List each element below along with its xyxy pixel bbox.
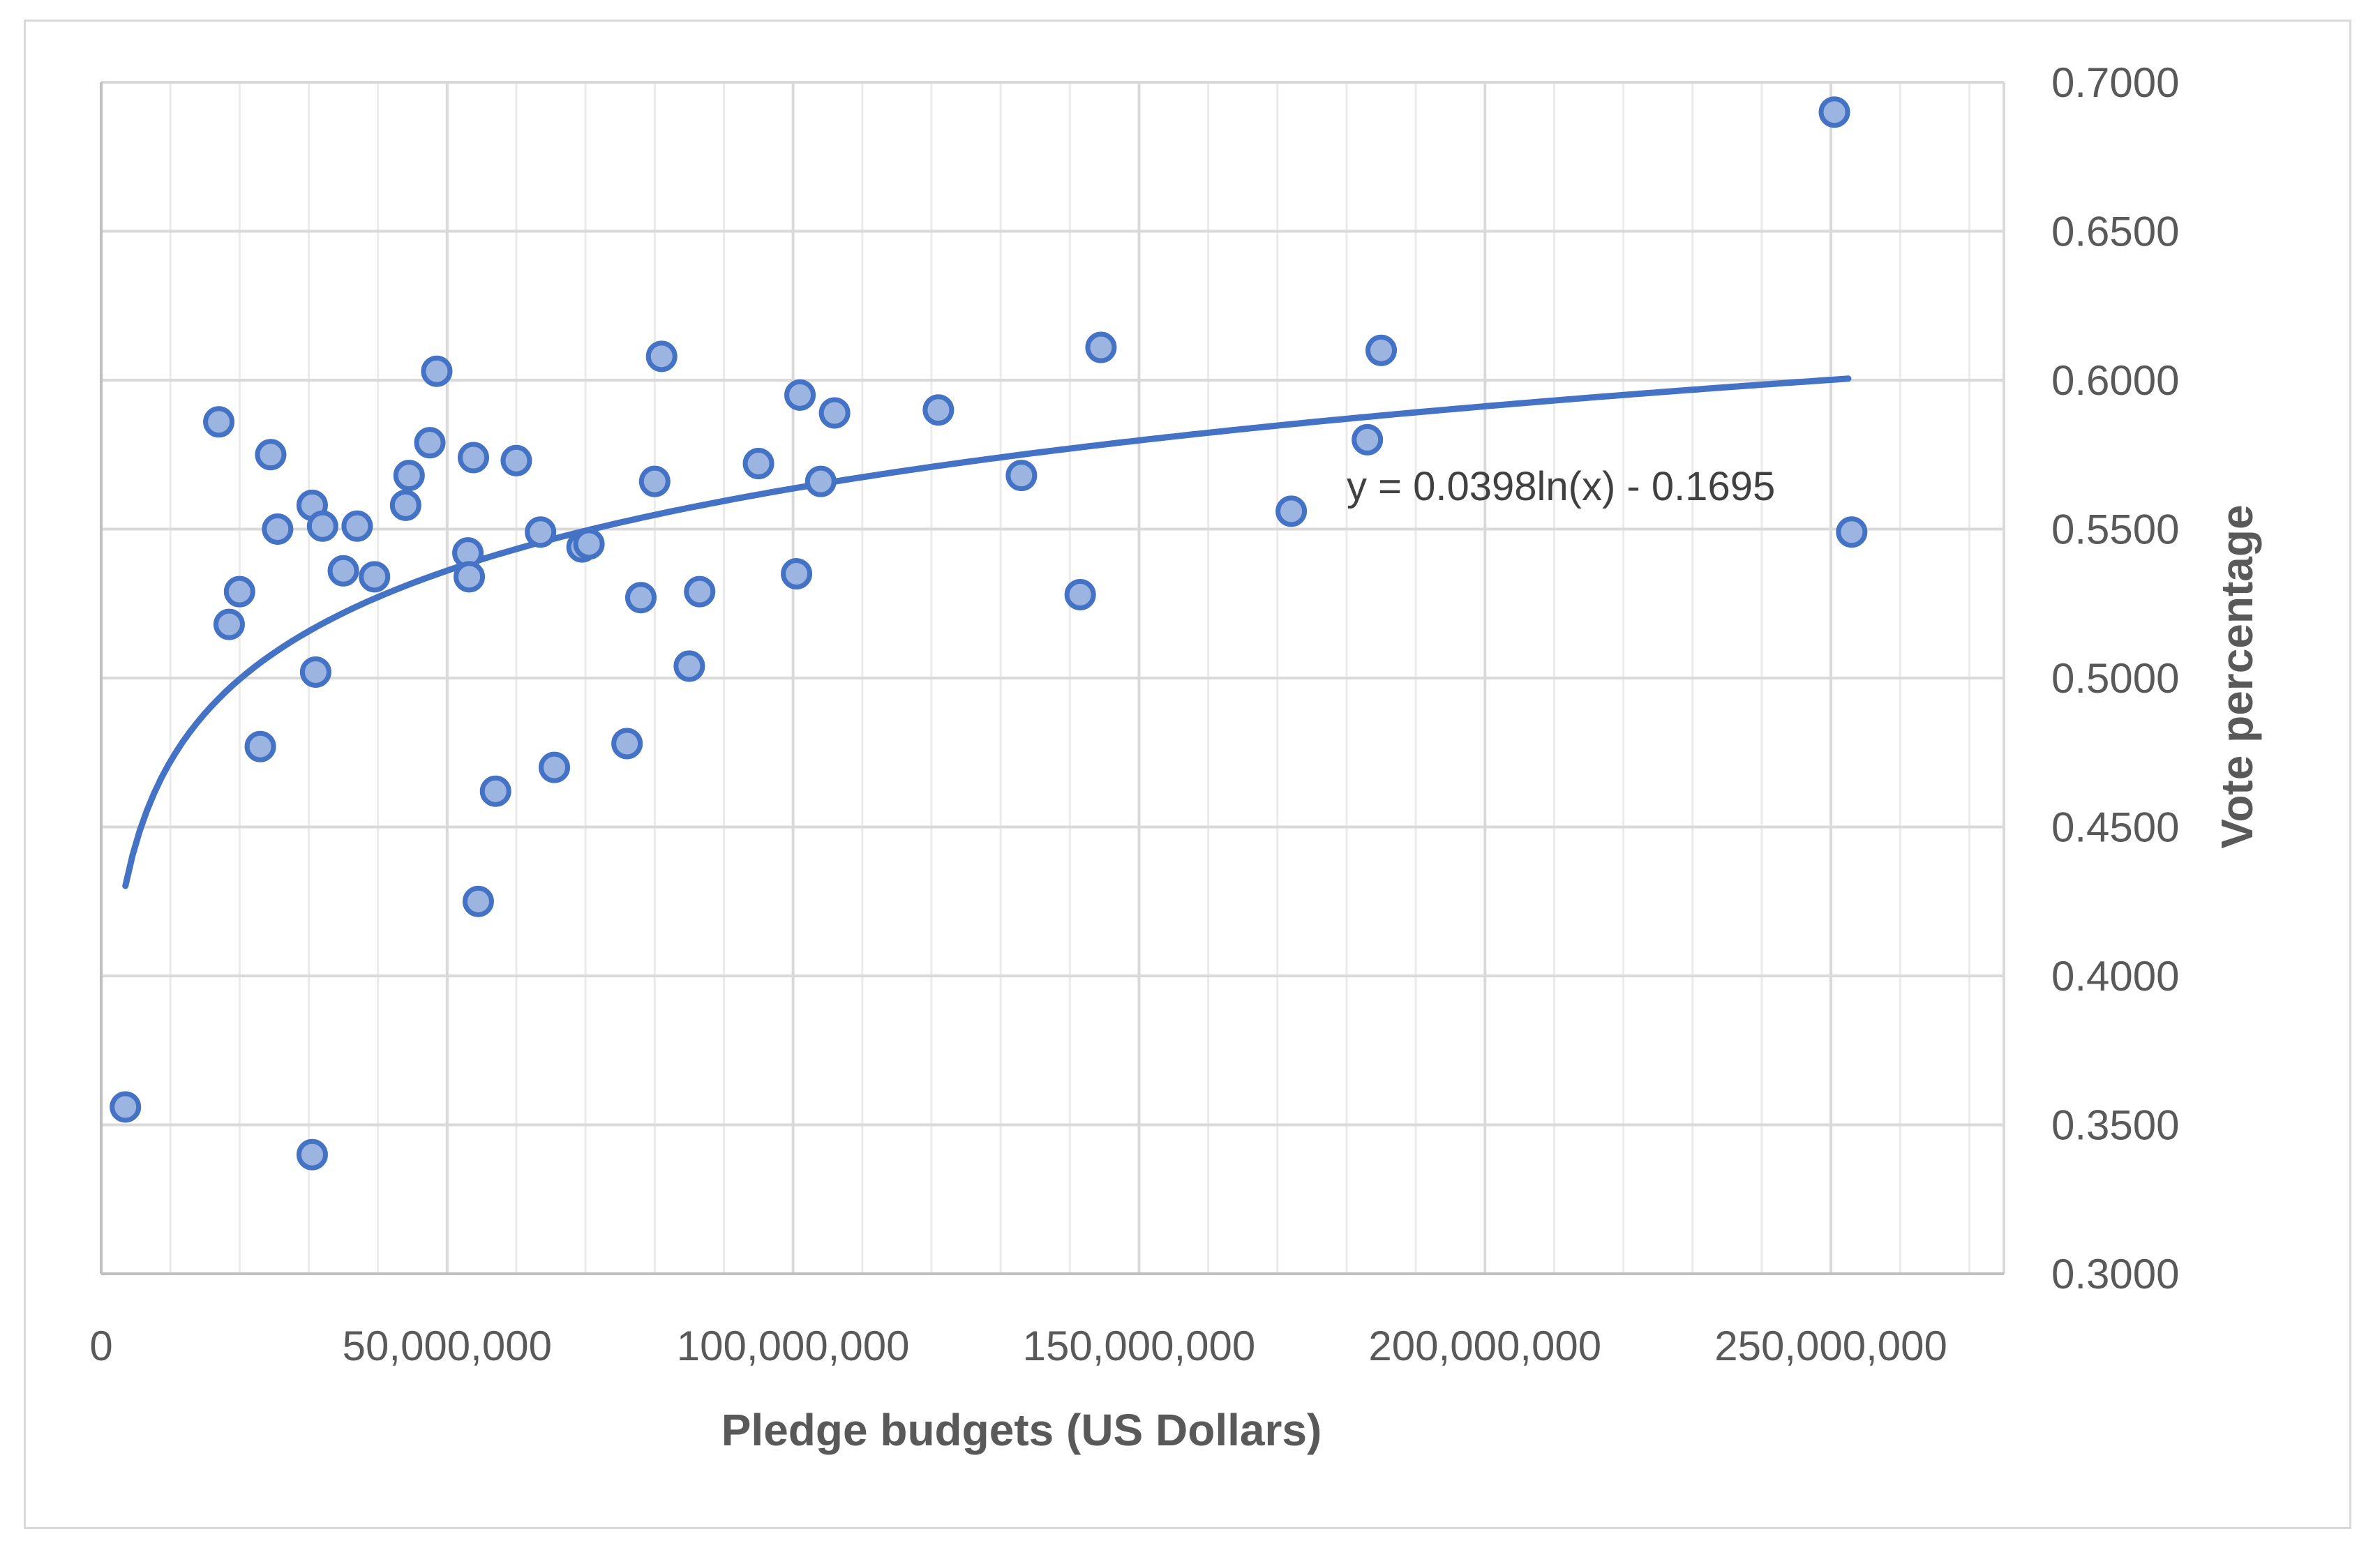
x-tick-label: 100,000,000 bbox=[677, 1323, 910, 1369]
x-tick-label: 150,000,000 bbox=[1023, 1323, 1256, 1369]
data-points bbox=[110, 96, 1868, 1171]
data-point bbox=[421, 355, 453, 387]
data-point bbox=[296, 1138, 328, 1171]
data-point bbox=[203, 406, 235, 438]
data-point bbox=[611, 728, 643, 760]
data-point bbox=[1365, 334, 1398, 366]
y-axis-title: Vote percentage bbox=[2212, 504, 2262, 848]
chart-frame bbox=[24, 20, 2351, 1529]
data-point bbox=[359, 561, 391, 593]
y-tick-labels: 0.3000 0.3500 0.4000 0.4500 0.5000 0.5500 0.60… bbox=[2051, 59, 2180, 1297]
data-point bbox=[458, 442, 490, 474]
data-point bbox=[341, 510, 373, 542]
data-point bbox=[262, 513, 294, 545]
data-point bbox=[1836, 516, 1868, 548]
data-point bbox=[539, 751, 571, 783]
x-tick-labels: 0 50,000,000 100,000,000 150,000,000 200,000… bbox=[89, 1323, 1947, 1369]
data-point bbox=[1005, 460, 1038, 492]
data-point bbox=[818, 397, 851, 429]
data-point bbox=[784, 379, 816, 411]
data-point bbox=[389, 489, 421, 521]
x-tick-label: 0 bbox=[89, 1323, 112, 1369]
y-tick-label: 0.4000 bbox=[2051, 953, 2180, 1000]
data-point bbox=[1085, 331, 1117, 363]
data-point bbox=[638, 465, 671, 497]
data-point bbox=[781, 558, 813, 590]
x-axis-title: Pledge budgets (US Dollars) bbox=[721, 1405, 1322, 1455]
data-point bbox=[414, 427, 446, 459]
trendline bbox=[122, 375, 1852, 889]
data-point bbox=[327, 555, 359, 587]
x-tick-label: 250,000,000 bbox=[1714, 1323, 1947, 1369]
data-point bbox=[624, 582, 657, 614]
y-tick-label: 0.4500 bbox=[2051, 804, 2180, 851]
data-point bbox=[299, 656, 331, 688]
data-point bbox=[110, 1091, 142, 1123]
data-point bbox=[684, 575, 716, 608]
x-tick-label: 200,000,000 bbox=[1368, 1323, 1601, 1369]
y-tick-label: 0.5000 bbox=[2051, 655, 2180, 702]
y-tick-label: 0.6500 bbox=[2051, 209, 2180, 255]
y-tick-label: 0.7000 bbox=[2051, 59, 2180, 106]
data-point bbox=[1352, 423, 1384, 456]
data-point bbox=[393, 460, 425, 492]
data-point bbox=[1818, 96, 1850, 128]
data-point bbox=[804, 465, 837, 497]
y-tick-label: 0.3000 bbox=[2051, 1251, 2180, 1297]
data-point bbox=[454, 561, 486, 593]
data-point bbox=[742, 448, 774, 480]
data-point bbox=[525, 516, 557, 548]
data-point bbox=[500, 444, 532, 476]
data-point bbox=[223, 575, 255, 608]
y-tick-label: 0.6000 bbox=[2051, 357, 2180, 404]
data-point bbox=[1275, 495, 1308, 527]
major-gridlines bbox=[101, 81, 2005, 1274]
data-point bbox=[1064, 578, 1096, 610]
data-point bbox=[462, 885, 494, 917]
data-point bbox=[255, 439, 287, 471]
y-tick-label: 0.5500 bbox=[2051, 506, 2180, 553]
data-point bbox=[479, 775, 511, 807]
data-point bbox=[573, 528, 605, 560]
data-point bbox=[213, 608, 245, 640]
data-point bbox=[645, 340, 678, 373]
y-tick-label: 0.3500 bbox=[2051, 1102, 2180, 1149]
trendline-equation: y = 0.0398ln(x) - 0.1695 bbox=[1347, 464, 1775, 509]
x-tick-label: 50,000,000 bbox=[343, 1323, 552, 1369]
data-point bbox=[244, 730, 276, 762]
data-point bbox=[306, 510, 338, 542]
data-point bbox=[673, 650, 705, 682]
data-point bbox=[922, 394, 955, 426]
axes bbox=[100, 82, 2004, 1275]
